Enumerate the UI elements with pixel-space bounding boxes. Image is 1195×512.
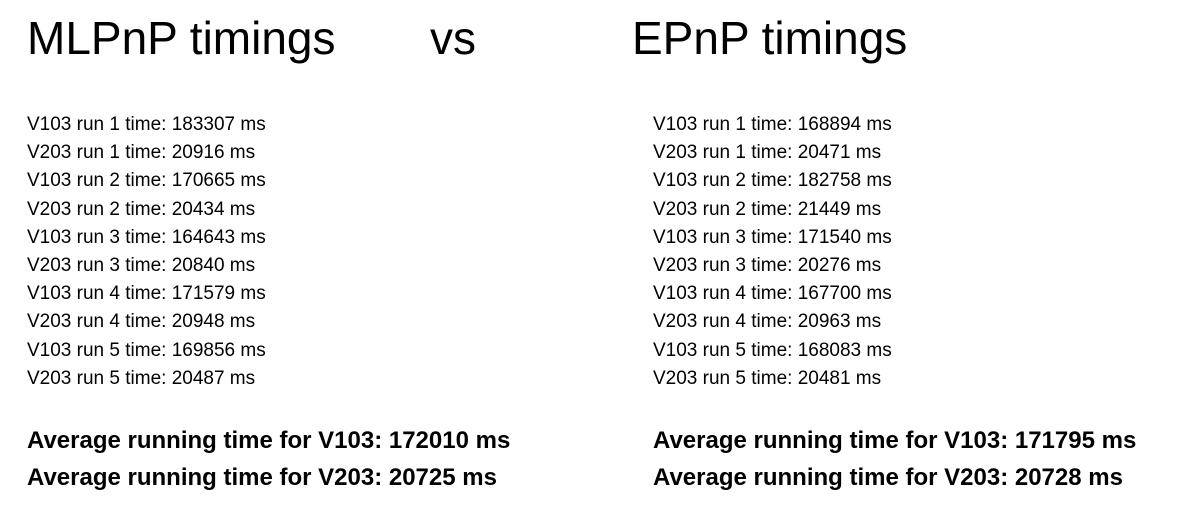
average-v103: Average running time for V103: 171795 ms [653, 427, 1137, 454]
average-v203: Average running time for V203: 20728 ms [653, 464, 1123, 491]
run-line: V103 run 5 time: 168083 ms [653, 339, 892, 361]
vs-label: vs [430, 12, 476, 64]
epnp-title: EPnP timings [632, 12, 908, 64]
run-line: V203 run 5 time: 20487 ms [27, 367, 256, 389]
run-line: V103 run 4 time: 167700 ms [653, 283, 892, 305]
run-line: V103 run 3 time: 171540 ms [653, 226, 892, 248]
run-line: V203 run 5 time: 20481 ms [653, 367, 882, 389]
run-line: V103 run 1 time: 183307 ms [27, 114, 266, 135]
average-v203: Average running time for V203: 20725 ms [27, 464, 497, 491]
run-line: V103 run 1 time: 168894 ms [653, 114, 892, 135]
run-line: V103 run 2 time: 170665 ms [27, 170, 266, 192]
run-line: V203 run 1 time: 20916 ms [27, 142, 256, 164]
run-line: V203 run 4 time: 20963 ms [653, 311, 882, 333]
run-line: V203 run 4 time: 20948 ms [27, 311, 256, 333]
run-line: V203 run 2 time: 21449 ms [653, 198, 882, 220]
mlpnp-run-list: V103 run 1 time: 183307 ms V203 run 1 ti… [27, 111, 266, 393]
epnp-run-list: V103 run 1 time: 168894 ms V203 run 1 ti… [653, 111, 892, 393]
run-line: V203 run 3 time: 20276 ms [653, 254, 882, 276]
run-line: V103 run 5 time: 169856 ms [27, 339, 266, 361]
average-v103: Average running time for V103: 172010 ms [27, 427, 511, 454]
run-line: V203 run 1 time: 20471 ms [653, 142, 882, 164]
run-line: V203 run 3 time: 20840 ms [27, 254, 256, 276]
run-line: V103 run 4 time: 171579 ms [27, 283, 266, 305]
mlpnp-averages: Average running time for V103: 172010 ms… [27, 422, 510, 496]
run-line: V103 run 3 time: 164643 ms [27, 226, 266, 248]
run-line: V203 run 2 time: 20434 ms [27, 198, 256, 220]
run-line: V103 run 2 time: 182758 ms [653, 170, 892, 192]
mlpnp-title: MLPnP timings [27, 12, 336, 64]
epnp-averages: Average running time for V103: 171795 ms… [653, 422, 1136, 496]
